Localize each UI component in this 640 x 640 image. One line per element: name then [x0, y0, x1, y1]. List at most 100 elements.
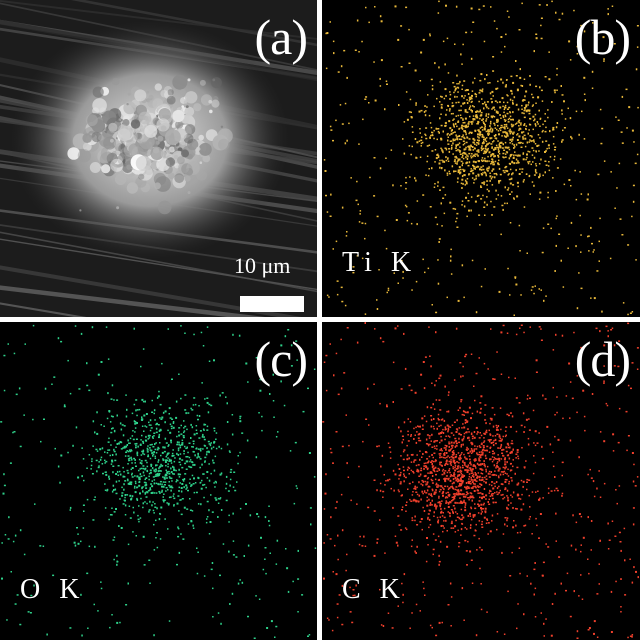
- signal-dot: [442, 525, 444, 527]
- signal-dot: [397, 325, 399, 327]
- signal-dot: [471, 90, 474, 92]
- signal-dot: [490, 155, 492, 158]
- signal-dot: [495, 134, 497, 136]
- signal-dot: [490, 154, 493, 156]
- signal-dot: [494, 435, 497, 437]
- particle: [126, 164, 132, 170]
- signal-dot: [464, 355, 467, 358]
- signal-dot: [153, 634, 155, 637]
- signal-dot: [406, 454, 409, 457]
- signal-dot: [458, 441, 461, 444]
- signal-dot: [615, 580, 617, 583]
- signal-dot: [105, 326, 108, 328]
- signal-dot: [122, 466, 124, 469]
- signal-dot: [457, 177, 459, 180]
- signal-dot: [187, 451, 189, 454]
- signal-dot: [521, 168, 524, 170]
- signal-dot: [611, 520, 614, 522]
- signal-dot: [526, 575, 528, 577]
- signal-dot: [443, 212, 446, 215]
- signal-dot: [325, 473, 327, 476]
- signal-dot: [449, 201, 452, 204]
- signal-dot: [590, 297, 592, 299]
- signal-dot: [587, 193, 589, 196]
- signal-dot: [413, 438, 415, 440]
- signal-dot: [563, 127, 566, 129]
- signal-dot: [448, 487, 451, 489]
- signal-dot: [202, 428, 205, 430]
- signal-dot: [405, 91, 408, 93]
- signal-dot: [440, 452, 442, 455]
- signal-dot: [504, 430, 507, 432]
- signal-dot: [467, 540, 469, 543]
- signal-dot: [439, 117, 441, 120]
- signal-dot: [517, 121, 520, 123]
- signal-dot: [134, 443, 137, 445]
- signal-dot: [504, 487, 507, 489]
- signal-dot: [439, 456, 441, 459]
- o-element-label: O K: [20, 574, 86, 605]
- signal-dot: [200, 450, 202, 452]
- signal-dot: [379, 77, 381, 80]
- signal-dot: [150, 492, 153, 494]
- signal-dot: [569, 439, 572, 442]
- signal-dot: [462, 410, 465, 413]
- signal-dot: [447, 394, 450, 396]
- signal-dot: [186, 446, 188, 449]
- signal-dot: [426, 481, 429, 484]
- signal-dot: [486, 168, 488, 171]
- signal-dot: [425, 466, 428, 468]
- signal-dot: [440, 464, 443, 467]
- signal-dot: [152, 476, 155, 478]
- signal-dot: [412, 481, 414, 483]
- signal-dot: [429, 443, 431, 446]
- signal-dot: [602, 36, 605, 39]
- signal-dot: [476, 116, 478, 118]
- signal-dot: [554, 270, 556, 272]
- signal-dot: [466, 102, 469, 104]
- signal-dot: [461, 439, 464, 442]
- signal-dot: [453, 472, 455, 474]
- signal-dot: [116, 399, 119, 401]
- signal-dot: [192, 483, 195, 485]
- signal-dot: [183, 450, 185, 452]
- particle: [211, 99, 220, 108]
- signal-dot: [543, 299, 545, 302]
- signal-dot: [449, 98, 451, 100]
- signal-dot: [489, 422, 491, 425]
- signal-dot: [477, 492, 479, 494]
- signal-dot: [463, 432, 466, 435]
- signal-dot: [507, 590, 509, 593]
- signal-dot: [511, 161, 514, 164]
- signal-dot: [491, 497, 494, 500]
- signal-dot: [512, 132, 514, 135]
- signal-dot: [444, 479, 447, 481]
- signal-dot: [509, 452, 511, 454]
- signal-dot: [340, 65, 343, 68]
- signal-dot: [152, 454, 154, 457]
- signal-dot: [486, 611, 488, 613]
- signal-dot: [2, 492, 5, 495]
- signal-dot: [631, 581, 634, 584]
- signal-dot: [404, 204, 407, 207]
- signal-dot: [488, 476, 491, 478]
- signal-dot: [88, 545, 91, 548]
- signal-dot: [454, 208, 457, 210]
- signal-dot: [419, 80, 422, 82]
- signal-dot: [407, 466, 410, 469]
- signal-dot: [180, 490, 183, 493]
- signal-dot: [580, 251, 582, 253]
- particle: [210, 77, 222, 89]
- signal-dot: [431, 479, 434, 482]
- signal-dot: [392, 361, 395, 364]
- signal-dot: [440, 525, 442, 527]
- signal-dot: [468, 96, 471, 99]
- signal-dot: [178, 510, 180, 512]
- signal-dot: [561, 474, 563, 477]
- signal-dot: [603, 380, 605, 383]
- signal-dot: [414, 487, 417, 490]
- signal-dot: [473, 485, 475, 488]
- signal-dot: [141, 425, 144, 427]
- signal-dot: [176, 479, 178, 481]
- signal-dot: [517, 457, 520, 460]
